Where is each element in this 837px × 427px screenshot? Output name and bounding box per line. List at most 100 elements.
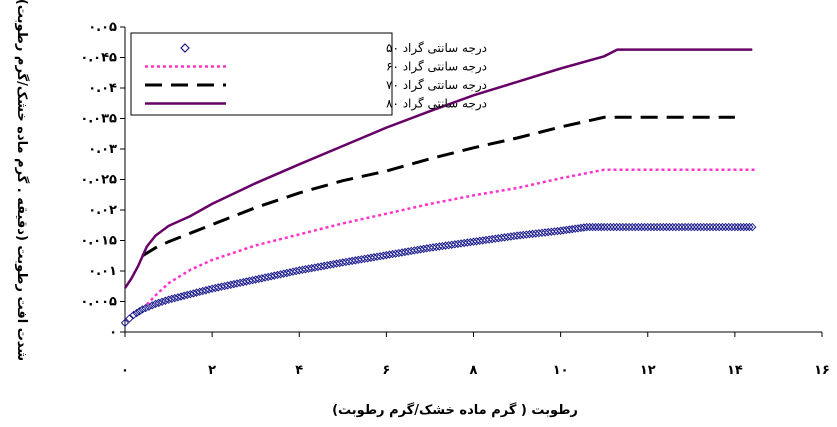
data-point: [748, 222, 757, 232]
data-point: [634, 222, 643, 232]
y-tick-label: ۰.۰۲۵: [80, 173, 117, 188]
legend-item: درجه سانتی گراد ۷۰: [145, 78, 487, 93]
data-point: [603, 222, 612, 232]
data-point: [138, 305, 147, 314]
legend: درجه سانتی گراد ۵۰ درجه سانتی گراد ۶۰ درجه…: [130, 32, 487, 116]
x-tick-label: ۱۴: [727, 363, 743, 378]
data-point: [154, 298, 163, 308]
x-tick-label: ۶: [382, 363, 390, 378]
x-tick-label: ۰: [121, 363, 129, 378]
data-point: [582, 222, 591, 232]
series-line: [123, 48, 753, 289]
y-tick-label: ۰.۰۴: [88, 81, 117, 96]
x-axis-title: رطوبت ( گرم ماده خشک/گرم رطوبت): [332, 402, 578, 418]
x-tick-label: ۱۶: [814, 363, 830, 378]
data-point: [702, 222, 712, 232]
data-point: [715, 222, 724, 232]
data-point: [736, 222, 745, 232]
y-tick-label: ۰.۰۴۵: [80, 51, 117, 66]
data-point: [125, 314, 134, 323]
legend-box: [130, 32, 393, 116]
data-point: [534, 228, 544, 238]
data-point: [677, 222, 687, 232]
data-point: [721, 222, 730, 232]
legend-label: درجه سانتی گراد ۷۰: [386, 78, 487, 93]
data-point: [170, 293, 179, 303]
data-point: [627, 222, 637, 232]
data-point: [537, 228, 547, 238]
data-point: [585, 222, 594, 232]
data-point: [144, 302, 154, 311]
data-point: [151, 299, 160, 309]
data-point: [186, 289, 195, 299]
y-tick-label: ۰.۰۵: [88, 20, 117, 35]
x-tick-label: ۴: [295, 363, 303, 378]
data-point: [161, 296, 170, 305]
data-point: [164, 295, 173, 304]
x-axis-ticks: ۰ ۲ ۴ ۶ ۸ ۱۰ ۱۲ ۱۴ ۱۶: [121, 332, 830, 378]
data-point: [157, 297, 167, 307]
data-point: [512, 231, 522, 240]
data-point: [742, 222, 751, 232]
data-point: [179, 291, 189, 300]
data-point: [674, 222, 684, 232]
data-point: [612, 222, 621, 232]
y-tick-label: ۰.۰۳: [88, 142, 117, 157]
data-point: [515, 231, 525, 240]
data-point: [189, 289, 198, 298]
data-point: [659, 222, 668, 232]
data-point: [693, 222, 702, 232]
y-tick-label: ۰.۰۲: [88, 203, 117, 218]
x-tick-label: ۱۰: [553, 363, 569, 378]
data-point: [624, 222, 634, 232]
legend-item: درجه سانتی گراد ۶۰: [145, 60, 487, 75]
data-point: [609, 222, 618, 232]
data-point: [739, 222, 748, 232]
data-point: [597, 222, 606, 232]
data-point: [528, 229, 537, 239]
data-point: [591, 222, 600, 232]
data-point: [531, 229, 540, 238]
series-line: [145, 168, 757, 306]
legend-label: درجه سانتی گراد ۵۰: [386, 41, 487, 56]
x-tick-label: ۸: [470, 363, 478, 378]
x-tick-label: ۱۲: [640, 363, 656, 378]
data-point: [727, 222, 736, 232]
data-point: [668, 222, 677, 232]
data-point: [621, 222, 631, 232]
data-point: [176, 292, 186, 301]
data-point: [733, 222, 742, 232]
data-point: [522, 230, 531, 239]
y-axis-title: شدت افت رطوبت (دقیقه . گرم ماده خشک/گرم …: [14, 0, 30, 361]
data-point: [665, 222, 674, 232]
legend-label: درجه سانتی گراد ۶۰: [386, 60, 487, 75]
data-point: [699, 222, 708, 232]
y-axis-ticks: ۰ ۰.۰۰۵ ۰.۰۱ ۰.۰۱۵ ۰.۰۲ ۰.۰۲۵ ۰.۰۳ ۰.۰۳۵ ۰.۰۴ ۰.۰…: [80, 20, 125, 340]
data-point: [132, 308, 141, 318]
data-point: [192, 288, 201, 297]
data-point: [655, 222, 665, 232]
legend-item: درجه سانتی گراد ۸۰: [145, 97, 487, 112]
data-point: [579, 223, 589, 232]
data-point: [687, 222, 696, 232]
data-point: [643, 222, 652, 232]
x-tick-label: ۲: [208, 363, 216, 378]
data-point: [724, 222, 733, 232]
y-tick-label: ۰.۰۱: [88, 264, 117, 279]
series-2: [145, 168, 757, 306]
data-point: [708, 222, 718, 232]
data-point: [690, 222, 699, 232]
data-point: [540, 228, 550, 237]
data-point: [662, 222, 671, 232]
data-point: [615, 222, 624, 232]
data-point: [652, 222, 662, 232]
series-line: [141, 115, 735, 258]
data-point: [594, 222, 603, 232]
data-point: [120, 318, 130, 328]
data-point: [167, 294, 176, 304]
data-point: [705, 222, 715, 232]
data-point: [141, 303, 150, 313]
series-4: [123, 48, 753, 289]
data-point: [599, 222, 609, 232]
